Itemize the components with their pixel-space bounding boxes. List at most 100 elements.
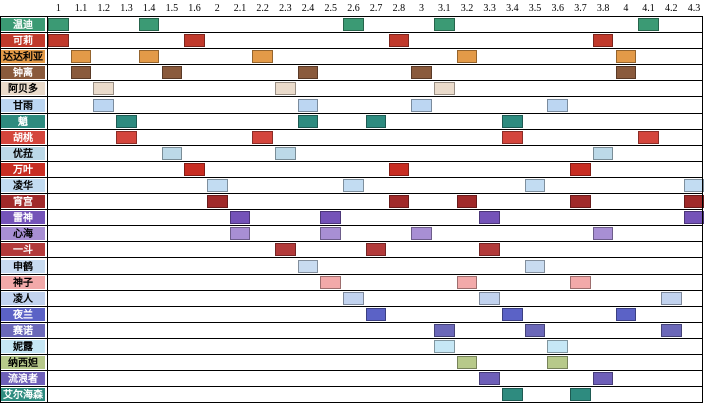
banner-cell (206, 195, 228, 209)
banner-cell (252, 130, 273, 144)
character-row: 魈 (0, 114, 703, 130)
character-row: 胡桃 (0, 130, 703, 146)
character-name: 甘雨 (1, 98, 45, 112)
version-header: 3.5 (528, 3, 542, 14)
banner-cell (570, 195, 591, 209)
banner-cell (161, 66, 183, 80)
character-name: 优菈 (1, 146, 45, 160)
banner-cell (683, 211, 705, 225)
banner-cell (456, 356, 478, 370)
banner-cell (456, 50, 478, 64)
banner-cell (388, 162, 410, 176)
character-name: 凌人 (1, 291, 45, 305)
version-header: 3.3 (483, 3, 496, 14)
banner-cell (433, 323, 455, 337)
version-header: 1.5 (165, 3, 179, 14)
banner-cell (93, 98, 115, 112)
banner-cell (683, 179, 705, 193)
character-name: 纳西妲 (1, 356, 45, 370)
version-header: 4.1 (642, 3, 655, 14)
banner-cell (411, 98, 432, 112)
character-name: 心海 (1, 227, 45, 241)
version-header: 2.8 (392, 3, 406, 14)
banner-cell (502, 388, 523, 402)
version-header: 2 (214, 3, 220, 14)
character-row: 甘雨 (0, 98, 703, 114)
version-header: 2.6 (347, 3, 360, 14)
version-header: 2.5 (324, 3, 337, 14)
character-name: 胡桃 (1, 130, 45, 144)
character-row: 心海 (0, 226, 703, 243)
banner-cell (638, 18, 659, 32)
character-row: 夜兰 (0, 307, 703, 323)
banner-cell (297, 114, 319, 128)
character-row: 万叶 (0, 162, 703, 178)
banner-cell (479, 372, 500, 386)
banner-cell (343, 18, 364, 32)
banner-cell (547, 356, 569, 370)
version-header: 4 (623, 3, 629, 14)
banner-cell (320, 227, 342, 241)
banner-cell (252, 50, 273, 64)
version-header: 3 (419, 3, 425, 14)
character-row: 纳西妲 (0, 355, 703, 372)
banner-cell (297, 259, 319, 273)
character-row: 雷神 (0, 210, 705, 227)
character-name: 一斗 (1, 243, 45, 257)
banner-cell (592, 372, 614, 386)
banner-cell (570, 275, 591, 289)
version-header: 4.3 (687, 3, 701, 14)
banner-cell (592, 146, 614, 160)
banner-cell (70, 66, 92, 80)
banner-cell (93, 82, 115, 96)
banner-cell (683, 195, 705, 209)
version-header: 1.1 (74, 3, 88, 14)
version-header: 2.7 (369, 3, 383, 14)
banner-cell (479, 243, 500, 257)
character-name: 流浪者 (1, 372, 45, 386)
banner-cell (138, 18, 160, 32)
version-header: 3.1 (437, 3, 451, 14)
banner-cell (615, 307, 637, 321)
banner-cell (592, 227, 614, 241)
version-header: 2.1 (233, 3, 247, 14)
character-row: 一斗 (0, 242, 703, 259)
banner-cell (502, 114, 523, 128)
banner-cell (456, 195, 478, 209)
banner-cell (524, 179, 546, 193)
banner-cell (116, 114, 137, 128)
version-header: 1.3 (120, 3, 133, 14)
version-header: 4.2 (664, 3, 678, 14)
version-header: 3.2 (460, 3, 474, 14)
version-header: 2.4 (301, 3, 315, 14)
banner-cell (547, 98, 569, 112)
character-name: 可莉 (1, 34, 45, 48)
banner-cell (388, 195, 410, 209)
character-name: 神子 (1, 275, 45, 289)
character-row: 温迪 (0, 17, 703, 34)
character-row: 凌华 (0, 178, 705, 195)
version-header: 1 (55, 3, 61, 14)
character-name: 万叶 (1, 162, 45, 176)
banner-cell (275, 146, 296, 160)
banner-cell (502, 130, 523, 144)
character-name: 雷神 (1, 211, 45, 225)
banner-cell (547, 340, 569, 354)
banner-cell (70, 50, 92, 64)
grid-right-border (702, 17, 703, 403)
banner-cell (229, 227, 251, 241)
banner-cell (343, 291, 364, 305)
banner-cell (365, 114, 387, 128)
version-header: 3.7 (574, 3, 587, 14)
version-header: 1.4 (142, 3, 156, 14)
version-header: 3.8 (596, 3, 610, 14)
banner-cell (365, 243, 387, 257)
banner-cell (524, 259, 546, 273)
banner-cell (433, 82, 455, 96)
character-row: 神子 (0, 275, 703, 291)
character-name: 艾尔海森 (1, 388, 45, 402)
character-row: 阿贝多 (0, 81, 703, 98)
banner-cell (502, 307, 523, 321)
banner-cell (411, 66, 432, 80)
